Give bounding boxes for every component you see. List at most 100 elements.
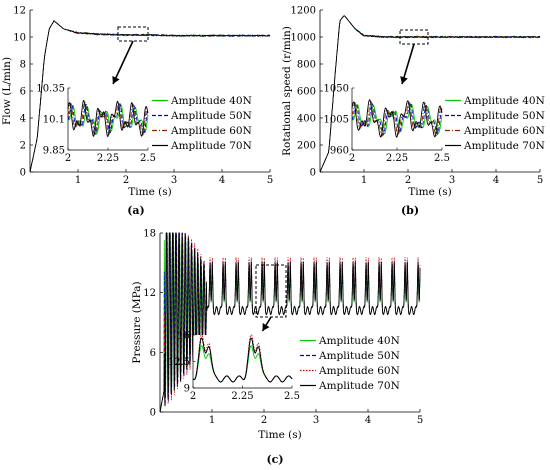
y-axis-label: Flow (L/min) (1, 57, 13, 125)
inset-x-tick-label: 2.5 (140, 153, 156, 164)
inset-series-line (351, 102, 443, 136)
x-tick-label: 5 (267, 175, 273, 186)
zoom-box (117, 26, 149, 42)
inset-y-tick-label: 1050 (324, 84, 349, 95)
inset-x-tick-label: 2.25 (231, 391, 253, 402)
inset-series-line (67, 99, 149, 137)
zoom-arrow (112, 40, 134, 85)
legend-label: Amplitude 60N (318, 365, 400, 377)
x-tick-label: 4 (493, 175, 499, 186)
inset-y-tick-label: 10.1 (43, 115, 65, 126)
series-line (319, 15, 541, 173)
y-tick-label: 200 (297, 141, 316, 152)
x-tick-label: 2 (261, 415, 267, 426)
inset-x-tick-label: 2.5 (284, 391, 300, 402)
y-tick-label: 0 (150, 408, 156, 419)
inset-x-tick-label: 2.25 (97, 153, 119, 164)
legend-label: Amplitude 60N (463, 125, 545, 137)
y-tick-label: 1200 (291, 6, 316, 17)
series-line (159, 232, 421, 413)
inset-series-line (351, 101, 443, 137)
y-axis-label: Rotational speed (r/min) (281, 26, 293, 156)
x-tick-label: 2 (405, 175, 411, 186)
y-axis-label: Pressure (MPa) (131, 281, 143, 363)
inset-plot: 2 2.25 2.5 960 1005 1050 (324, 84, 450, 165)
panel-label: (c) (266, 453, 283, 466)
y-tick-label: 2 (20, 141, 26, 152)
zoom-arrow-head (112, 75, 120, 84)
y-tick-label: 1000 (291, 33, 316, 44)
inset-y-tick-label: 9 (184, 384, 190, 395)
y-tick-label: 800 (297, 60, 316, 71)
x-tick-label: 1 (209, 415, 215, 426)
inset-series-line (351, 104, 443, 135)
inset-x-tick-label: 2 (349, 153, 355, 164)
inset-series-line (67, 103, 149, 135)
inset-plot: 2 2.25 2.5 9 12.5 16 (168, 331, 300, 403)
y-tick-label: 0 (20, 168, 26, 179)
inset-series-line (192, 337, 293, 383)
legend-label: Amplitude 50N (463, 110, 545, 122)
inset-background (352, 88, 442, 150)
legend-label: Amplitude 70N (170, 140, 252, 152)
x-tick-label: 3 (171, 175, 177, 186)
inset-background (193, 335, 292, 388)
x-axis-label: Time (s) (258, 429, 301, 441)
y-tick-label: 6 (20, 87, 26, 98)
legend-label: Amplitude 40N (463, 95, 545, 107)
panel-label: (a) (127, 204, 145, 217)
inset-y-tick-label: 16 (177, 331, 190, 342)
x-tick-label: 3 (313, 415, 319, 426)
zoom-arrow-head (262, 322, 270, 331)
zoom-arrow-head (400, 76, 408, 84)
y-tick-label: 4 (20, 114, 26, 125)
inset-y-tick-label: 960 (330, 146, 349, 157)
inset-y-tick-label: 9.85 (43, 146, 65, 157)
legend-label: Amplitude 50N (318, 350, 400, 362)
y-tick-label: 12 (13, 6, 26, 17)
x-tick-label: 1 (75, 175, 81, 186)
inset-plot: 2 2.25 2.5 9.85 10.1 10.35 (36, 84, 156, 165)
x-tick-label: 5 (537, 175, 543, 186)
y-tick-label: 0 (310, 168, 316, 179)
panel-label: (b) (401, 204, 419, 217)
inset-background (68, 88, 148, 150)
y-tick-label: 6 (150, 348, 156, 359)
inset-y-tick-label: 1005 (324, 115, 349, 126)
legend-label: Amplitude 50N (170, 110, 252, 122)
inset-y-tick-label: 10.35 (36, 84, 65, 95)
x-tick-label: 1 (361, 175, 367, 186)
y-tick-label: 600 (297, 87, 316, 98)
inset-x-tick-label: 2 (190, 391, 196, 402)
inset-x-tick-label: 2.25 (386, 153, 408, 164)
x-tick-label: 5 (417, 415, 423, 426)
y-tick-label: 400 (297, 114, 316, 125)
inset-series-line (351, 99, 443, 138)
y-tick-label: 12 (143, 288, 156, 299)
x-tick-label: 4 (219, 175, 225, 186)
x-tick-label: 3 (449, 175, 455, 186)
series-line (29, 20, 271, 173)
x-tick-label: 4 (365, 415, 371, 426)
y-tick-label: 18 (143, 229, 156, 240)
legend-label: Amplitude 40N (170, 95, 252, 107)
legend-label: Amplitude 40N (318, 335, 400, 347)
legend-label: Amplitude 70N (463, 140, 545, 152)
y-tick-label: 8 (20, 60, 26, 71)
inset-series-line (67, 101, 149, 136)
legend-label: Amplitude 60N (170, 125, 252, 137)
series-line (319, 15, 541, 173)
legend-label: Amplitude 70N (318, 380, 400, 392)
x-tick-label: 2 (123, 175, 129, 186)
inset-x-tick-label: 2 (65, 153, 71, 164)
x-axis-label: Time (s) (128, 186, 171, 198)
y-tick-label: 10 (13, 33, 26, 44)
inset-x-tick-label: 2.5 (434, 153, 450, 164)
inset-y-tick-label: 12.5 (168, 357, 190, 368)
